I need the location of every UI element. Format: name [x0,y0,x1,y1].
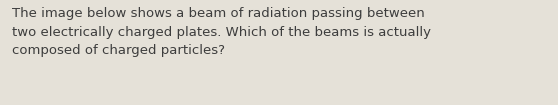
Text: The image below shows a beam of radiation passing between
two electrically charg: The image below shows a beam of radiatio… [12,7,431,57]
